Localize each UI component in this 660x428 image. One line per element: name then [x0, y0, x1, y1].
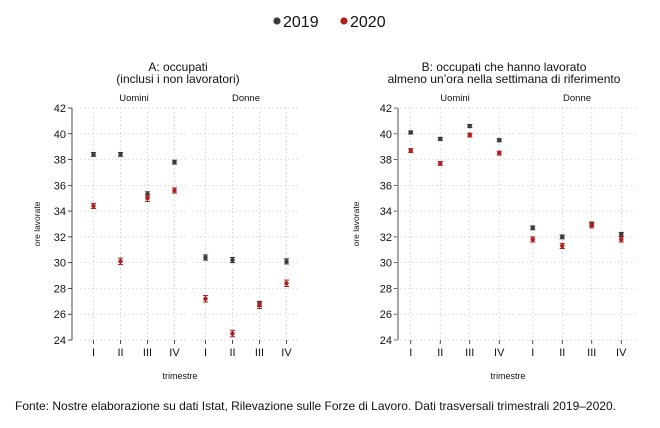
legend-label-2019: 2019 [283, 14, 319, 31]
y-tick-label: 42 [54, 103, 66, 115]
panel-title-line: A: occupati [148, 60, 207, 74]
y-tick-label: 38 [54, 155, 66, 167]
data-point-2019 [530, 225, 535, 231]
facet-label: Donne [563, 93, 591, 104]
data-point-2019 [203, 255, 208, 260]
data-point-2019 [467, 123, 472, 129]
data-point-2019 [118, 152, 123, 157]
x-axis-title: trimestre [162, 371, 197, 381]
data-point-2019 [172, 159, 177, 165]
y-tick-label: 26 [380, 309, 392, 321]
x-axis-title: trimestre [490, 371, 525, 381]
y-tick-label: 34 [380, 206, 392, 218]
x-tick-label: I [92, 347, 95, 359]
source-note: Fonte: Nostre elaborazione su dati Istat… [15, 399, 616, 413]
panel-title-line: B: occupati che hanno lavorato [422, 60, 587, 74]
y-tick-label: 30 [54, 258, 66, 270]
facet-label: Uomini [440, 93, 470, 104]
panel-title-line: almeno un’ora nella settimana di riferim… [388, 72, 621, 86]
data-point-2019 [619, 232, 624, 237]
data-point-2020 [619, 237, 624, 242]
data-point-2020 [91, 203, 96, 209]
y-axis-title: ore lavorate [32, 201, 42, 246]
x-tick-label: IV [494, 347, 505, 359]
y-tick-label: 24 [380, 335, 392, 347]
x-tick-label: III [587, 347, 596, 359]
y-tick-label: 30 [380, 258, 392, 270]
x-tick-label: III [465, 347, 474, 359]
data-point-2020 [230, 331, 235, 336]
data-point-2020 [145, 196, 150, 201]
x-tick-label: III [255, 347, 264, 359]
data-point-2019 [284, 259, 289, 264]
data-point-2020 [284, 281, 289, 286]
data-point-2019 [91, 152, 96, 157]
data-point-2020 [118, 259, 123, 264]
x-tick-label: I [531, 347, 534, 359]
y-tick-label: 34 [54, 206, 66, 218]
x-tick-label: IV [281, 347, 292, 359]
data-point-2019 [408, 130, 413, 135]
panel-title-line: (inclusi i non lavoratori) [116, 72, 239, 86]
x-tick-label: II [559, 347, 565, 359]
x-tick-label: II [117, 347, 123, 359]
data-point-2020 [408, 148, 413, 153]
x-tick-label: I [409, 347, 412, 359]
legend-marker-2020 [340, 17, 348, 25]
y-tick-label: 24 [54, 335, 66, 347]
data-point-2020 [589, 223, 594, 228]
data-point-2020 [257, 303, 262, 308]
y-tick-label: 40 [380, 129, 392, 141]
data-point-2020 [497, 150, 502, 156]
legend-label-2020: 2020 [350, 14, 386, 31]
x-tick-label: II [229, 347, 235, 359]
data-point-2020 [467, 132, 472, 138]
y-tick-label: 42 [380, 103, 392, 115]
y-tick-label: 38 [380, 155, 392, 167]
y-tick-label: 36 [54, 180, 66, 192]
data-point-2019 [560, 234, 565, 240]
data-point-2019 [438, 136, 443, 142]
facet-label: Uomini [119, 93, 149, 104]
y-tick-label: 36 [380, 180, 392, 192]
data-point-2020 [172, 188, 177, 193]
x-tick-label: I [204, 347, 207, 359]
data-point-2020 [560, 243, 565, 249]
data-point-2020 [530, 237, 535, 242]
data-point-2020 [203, 296, 208, 301]
legend-marker-2019 [273, 17, 281, 25]
facet-label: Donne [232, 93, 260, 104]
y-tick-label: 40 [54, 129, 66, 141]
y-tick-label: 28 [380, 283, 392, 295]
y-axis-title: ore lavorate [351, 201, 361, 246]
x-tick-label: IV [169, 347, 180, 359]
x-tick-label: II [437, 347, 443, 359]
data-point-2019 [497, 138, 502, 143]
y-tick-label: 32 [380, 232, 392, 244]
x-tick-label: IV [616, 347, 627, 359]
data-point-2019 [230, 257, 235, 263]
y-tick-label: 26 [54, 309, 66, 321]
y-tick-label: 28 [54, 283, 66, 295]
data-point-2020 [438, 161, 443, 166]
x-tick-label: III [143, 347, 152, 359]
y-tick-label: 32 [54, 232, 66, 244]
